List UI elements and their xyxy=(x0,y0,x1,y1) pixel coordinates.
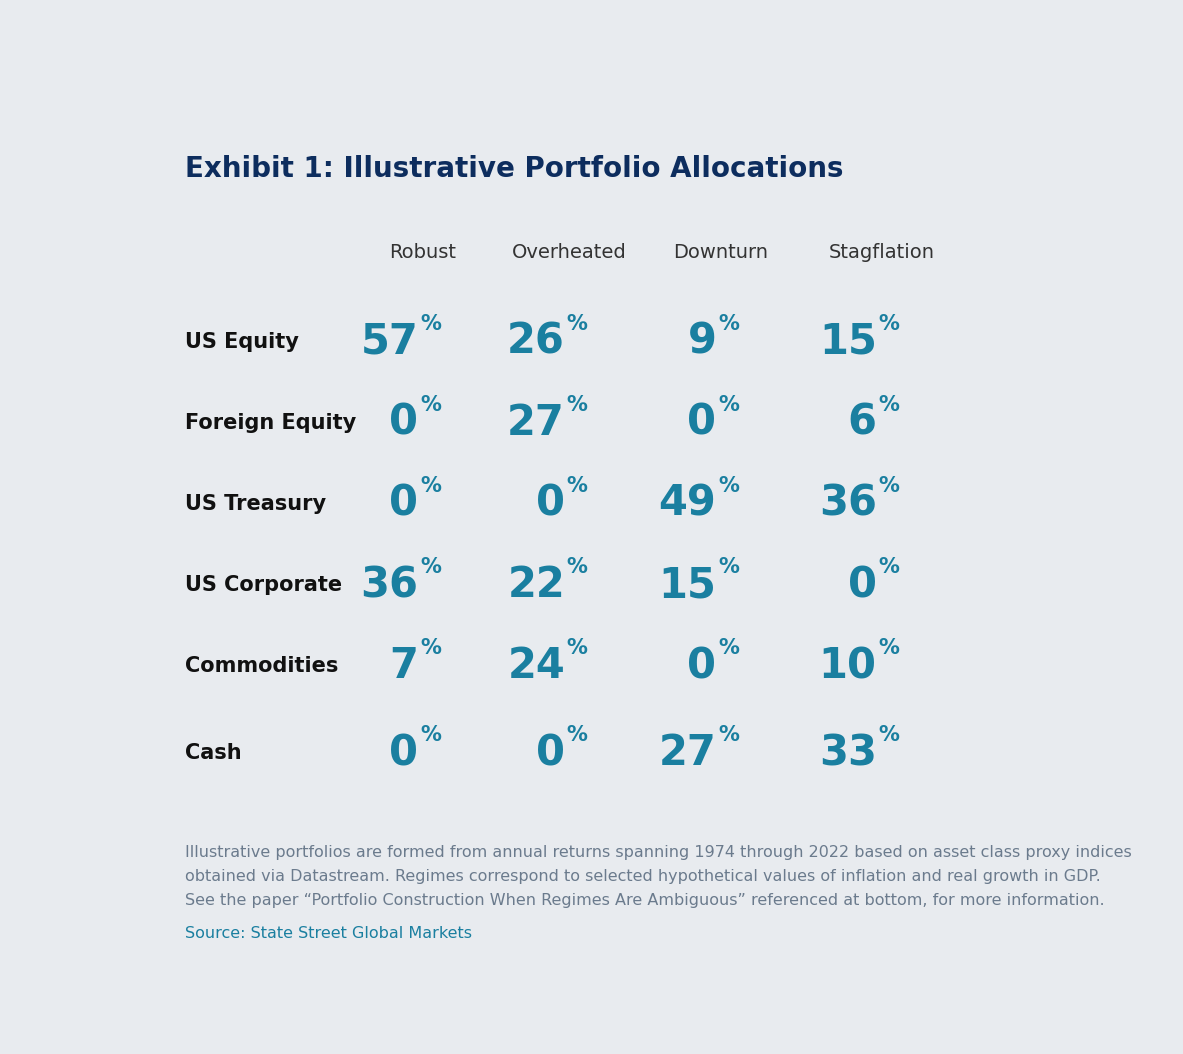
Text: 27: 27 xyxy=(508,402,565,444)
Text: 27: 27 xyxy=(659,733,717,774)
Text: 49: 49 xyxy=(659,483,717,525)
Text: %: % xyxy=(879,395,899,415)
Text: 0: 0 xyxy=(389,483,419,525)
Text: %: % xyxy=(879,639,899,659)
Text: 9: 9 xyxy=(687,320,717,363)
Text: US Equity: US Equity xyxy=(185,332,298,352)
Text: 0: 0 xyxy=(389,402,419,444)
Text: Cash: Cash xyxy=(185,743,241,763)
Text: %: % xyxy=(718,558,739,578)
Text: Exhibit 1: Illustrative Portfolio Allocations: Exhibit 1: Illustrative Portfolio Alloca… xyxy=(185,155,843,183)
Text: Stagflation: Stagflation xyxy=(828,242,935,261)
Text: %: % xyxy=(567,725,588,745)
Text: 6: 6 xyxy=(848,402,877,444)
Text: 0: 0 xyxy=(389,733,419,774)
Text: %: % xyxy=(420,725,441,745)
Text: 0: 0 xyxy=(848,564,877,606)
Text: 36: 36 xyxy=(361,564,419,606)
Text: US Corporate: US Corporate xyxy=(185,575,342,596)
Text: 26: 26 xyxy=(508,320,565,363)
Text: 0: 0 xyxy=(687,402,717,444)
Text: %: % xyxy=(879,476,899,496)
Text: %: % xyxy=(879,558,899,578)
Text: %: % xyxy=(567,476,588,496)
Text: %: % xyxy=(420,395,441,415)
Text: 0: 0 xyxy=(536,733,565,774)
Text: %: % xyxy=(879,725,899,745)
Text: 36: 36 xyxy=(819,483,877,525)
Text: Robust: Robust xyxy=(389,242,457,261)
Text: %: % xyxy=(420,558,441,578)
Text: obtained via Datastream. Regimes correspond to selected hypothetical values of i: obtained via Datastream. Regimes corresp… xyxy=(185,870,1100,884)
Text: 0: 0 xyxy=(687,645,717,687)
Text: %: % xyxy=(420,476,441,496)
Text: Source: State Street Global Markets: Source: State Street Global Markets xyxy=(185,925,472,941)
Text: 10: 10 xyxy=(819,645,877,687)
Text: US Treasury: US Treasury xyxy=(185,494,325,514)
Text: See the paper “Portfolio Construction When Regimes Are Ambiguous” referenced at : See the paper “Portfolio Construction Wh… xyxy=(185,894,1104,909)
Text: %: % xyxy=(718,639,739,659)
Text: %: % xyxy=(718,725,739,745)
Text: 15: 15 xyxy=(659,564,717,606)
Text: %: % xyxy=(567,314,588,334)
Text: 24: 24 xyxy=(508,645,565,687)
Text: %: % xyxy=(567,639,588,659)
Text: %: % xyxy=(420,639,441,659)
Text: 33: 33 xyxy=(819,733,877,774)
Text: %: % xyxy=(420,314,441,334)
Text: Commodities: Commodities xyxy=(185,657,338,677)
Text: 15: 15 xyxy=(819,320,877,363)
Text: %: % xyxy=(567,558,588,578)
Text: %: % xyxy=(879,314,899,334)
Text: Downturn: Downturn xyxy=(673,242,769,261)
Text: Foreign Equity: Foreign Equity xyxy=(185,413,356,433)
Text: 0: 0 xyxy=(536,483,565,525)
Text: %: % xyxy=(718,476,739,496)
Text: Illustrative portfolios are formed from annual returns spanning 1974 through 202: Illustrative portfolios are formed from … xyxy=(185,844,1131,860)
Text: %: % xyxy=(718,395,739,415)
Text: %: % xyxy=(718,314,739,334)
Text: 57: 57 xyxy=(361,320,419,363)
Text: 7: 7 xyxy=(389,645,419,687)
Text: %: % xyxy=(567,395,588,415)
Text: Overheated: Overheated xyxy=(512,242,627,261)
Text: 22: 22 xyxy=(508,564,565,606)
